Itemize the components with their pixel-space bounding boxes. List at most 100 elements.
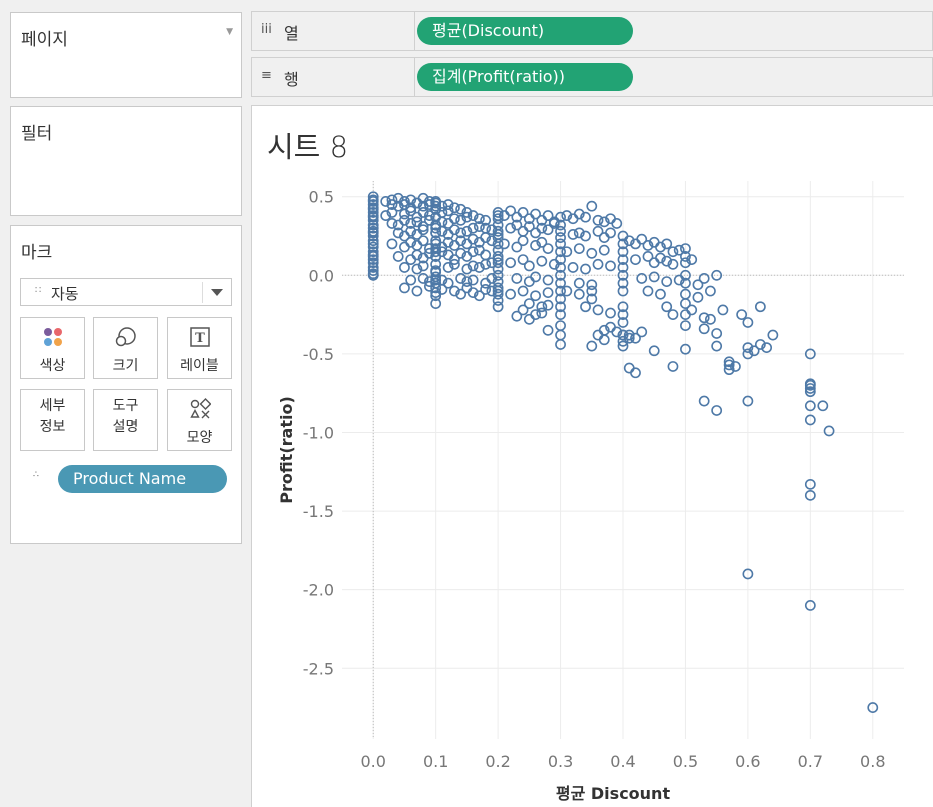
marks-card-title: 마크 — [21, 243, 53, 263]
filters-card[interactable]: 필터 — [10, 106, 242, 216]
scatter-point — [367, 269, 379, 281]
scatter-point — [561, 210, 573, 221]
detail-button[interactable]: 세부 정보 — [20, 389, 85, 451]
x-tick-label: 0.6 — [735, 752, 760, 771]
y-tick-label: -2.0 — [303, 581, 334, 600]
scatter-point — [555, 246, 566, 258]
scatter-point — [555, 285, 566, 297]
y-tick-label: 0.0 — [309, 266, 334, 285]
scatter-point — [505, 288, 516, 300]
scatter-point — [686, 254, 698, 265]
scatter-point — [636, 273, 648, 284]
scatter-point — [442, 277, 454, 289]
scatter-point — [367, 262, 379, 273]
scatter-point — [711, 340, 723, 352]
scatter-point — [636, 326, 648, 338]
scatter-point — [448, 224, 460, 236]
scatter-point — [480, 258, 492, 270]
agg-profit-ratio-pill[interactable]: 집계(Profit(ratio)) — [417, 63, 633, 91]
scatter-point — [486, 257, 498, 269]
scatter-point — [711, 405, 723, 416]
avg-discount-pill[interactable]: 평균(Discount) — [417, 17, 633, 45]
scatter-point — [417, 207, 429, 218]
mark-type-dropdown[interactable]: ∷ 자동 — [20, 278, 232, 306]
scatter-point — [461, 225, 473, 237]
x-tick-label: 0.5 — [673, 752, 698, 771]
scatter-point — [430, 211, 442, 223]
caret-down-icon[interactable] — [211, 289, 223, 296]
label-button[interactable]: T 레이블 — [167, 317, 232, 379]
scatter-point — [623, 332, 635, 344]
scatter-point — [804, 599, 816, 611]
scatter-point — [517, 304, 529, 316]
scatter-point — [680, 251, 691, 262]
chevron-down-icon[interactable]: ▼ — [226, 27, 233, 37]
size-button-label: 크기 — [112, 358, 139, 374]
scatter-point — [386, 207, 398, 218]
sheet-title[interactable]: 시트 8 — [267, 130, 349, 164]
detail-encoding-icon: ∴ — [33, 470, 39, 480]
scatter-chart[interactable]: 0.0 0.1 0.2 0.3 0.4 0.5 0.6 0.7 0.8 0.5 0.0 -0.5 -1.… — [252, 106, 933, 807]
scatter-point — [467, 260, 479, 272]
tooltip-button[interactable]: 도구 설명 — [93, 389, 158, 451]
scatter-point — [467, 210, 479, 221]
scatter-point — [405, 225, 417, 237]
scatter-point — [492, 257, 504, 269]
scatter-point — [367, 202, 379, 214]
scatter-point — [642, 251, 654, 262]
scatter-point — [617, 340, 629, 352]
scatter-point — [698, 273, 710, 284]
scatter-point — [455, 214, 467, 226]
scatter-point — [367, 265, 379, 276]
scatter-point — [492, 229, 504, 240]
scatter-point — [480, 249, 492, 261]
pages-card-title: 페이지 — [21, 30, 68, 50]
x-axis-title: 평균 Discount — [556, 784, 671, 803]
scatter-point — [517, 207, 529, 218]
scatter-point — [555, 225, 566, 237]
scatter-point — [711, 328, 723, 339]
filters-card-title: 필터 — [21, 124, 53, 144]
scatter-point — [580, 263, 591, 275]
columns-shelf[interactable]: iii 열 평균(Discount) — [251, 11, 933, 51]
scatter-point — [555, 219, 566, 231]
scatter-point — [492, 288, 504, 300]
color-button[interactable]: 색상 — [20, 317, 85, 379]
scatter-point — [592, 329, 604, 341]
scatter-point — [405, 205, 417, 217]
product-name-pill[interactable]: Product Name — [58, 465, 227, 493]
scatter-point — [430, 196, 442, 207]
scatter-point — [636, 233, 648, 245]
scatter-point — [467, 274, 479, 286]
pages-card[interactable]: 페이지 ▼ — [10, 12, 242, 98]
rows-shelf[interactable]: ≡ 행 집계(Profit(ratio)) — [251, 57, 933, 97]
scatter-point — [536, 255, 548, 267]
scatter-point — [417, 260, 429, 272]
scatter-point — [680, 277, 691, 289]
scatter-point — [386, 238, 398, 250]
y-tick-label: -1.0 — [303, 423, 334, 442]
scatter-point — [367, 222, 379, 234]
scatter-point — [667, 361, 679, 372]
scatter-point — [492, 232, 504, 243]
scatter-point — [680, 343, 691, 355]
shape-button-label: 모양 — [186, 430, 213, 446]
scatter-point — [530, 309, 541, 321]
scatter-point — [573, 288, 585, 300]
scatter-point — [498, 238, 510, 250]
scatter-point — [542, 299, 554, 311]
scatter-point — [486, 273, 498, 284]
label-button-label: 레이블 — [180, 358, 219, 374]
scatter-point — [492, 207, 504, 218]
scatter-point — [430, 274, 442, 286]
size-button[interactable]: 크기 — [93, 317, 158, 379]
scatter-point — [523, 260, 535, 272]
shape-button[interactable]: 모양 — [167, 389, 232, 451]
scatter-point — [542, 243, 554, 254]
x-tick-label: 0.7 — [798, 752, 823, 771]
scatter-point — [367, 238, 379, 250]
scatter-point — [486, 224, 498, 236]
scatter-point — [417, 221, 429, 232]
scatter-point — [605, 227, 616, 239]
scatter-point — [823, 425, 835, 437]
